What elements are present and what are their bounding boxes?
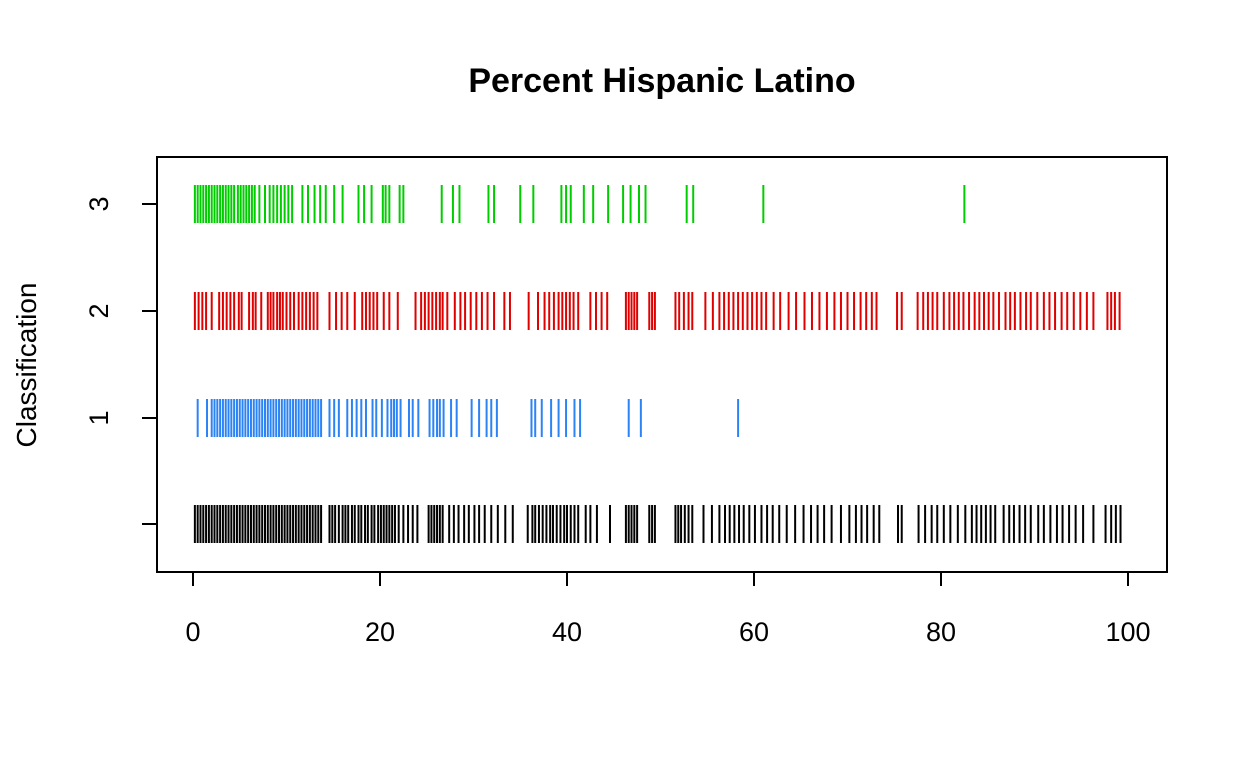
- strip-marks: [193, 185, 1122, 543]
- strip-row-all: [193, 505, 1122, 543]
- y-axis-label: Classification: [11, 283, 42, 448]
- x-tick-label: 60: [739, 617, 769, 647]
- y-tick-label: 3: [84, 196, 114, 211]
- x-tick-label: 40: [552, 617, 582, 647]
- x-tick-label: 80: [926, 617, 956, 647]
- x-tick-label: 0: [185, 617, 200, 647]
- strip-row-2: [193, 292, 1121, 330]
- chart-title: Percent Hispanic Latino: [468, 62, 855, 100]
- y-tick-label: 2: [84, 303, 114, 318]
- strip-row-3: [193, 185, 966, 223]
- y-tick-label: 1: [84, 410, 114, 425]
- y-axis: 1 2 3: [84, 196, 158, 525]
- x-tick-label: 20: [365, 617, 395, 647]
- strip-row-1: [196, 399, 740, 437]
- x-tick-label: 100: [1105, 617, 1150, 647]
- x-axis: 0 20 40 60 80 100: [185, 571, 1151, 647]
